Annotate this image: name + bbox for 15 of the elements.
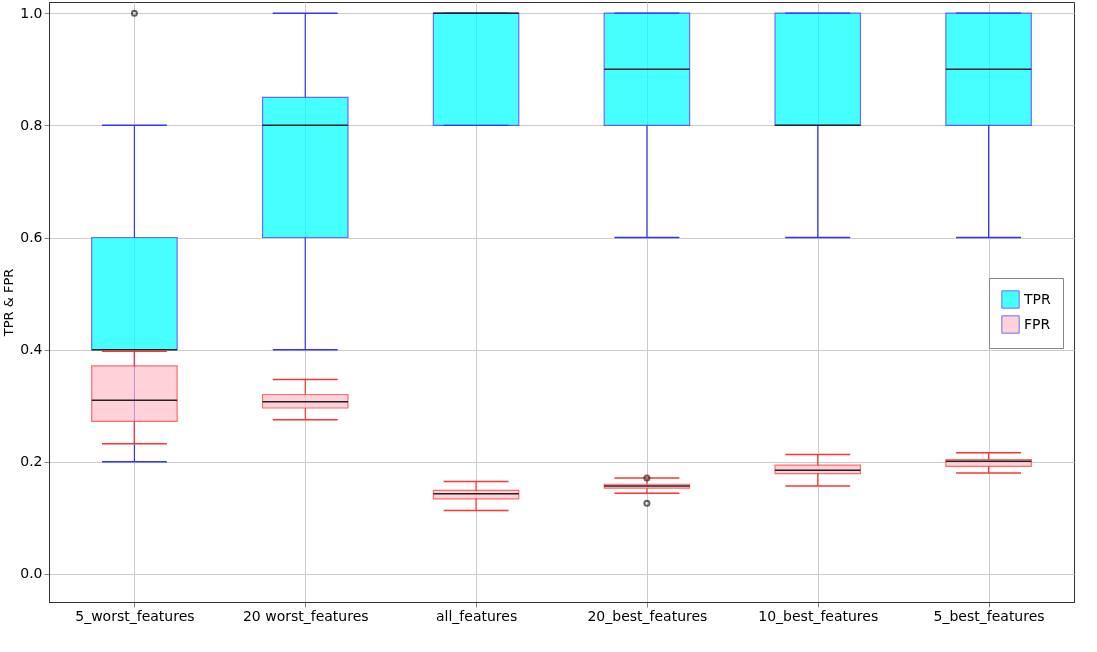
x-tick-label: all_features: [435, 607, 518, 624]
legend-label: TPR: [1023, 290, 1051, 307]
legend-label: FPR: [1024, 315, 1051, 332]
y-tick-label: 1.0: [20, 4, 43, 21]
y-tick-label: 0.2: [20, 453, 43, 470]
y-tick-label: 0.8: [20, 116, 43, 133]
y-tick-label: 0.6: [20, 229, 43, 246]
y-tick-label: 0.0: [20, 565, 43, 582]
x-tick-label: 5_best_features: [933, 607, 1045, 624]
y-axis-title: TPR & FPR: [1, 268, 17, 338]
x-tick-label: 10_best_features: [758, 607, 879, 624]
y-tick-label: 0.4: [20, 341, 43, 358]
x-tick-label: 20_best_features: [587, 607, 708, 624]
x-tick-label: 5_worst_features: [75, 607, 195, 624]
x-tick-label: 20 worst_features: [242, 607, 369, 624]
